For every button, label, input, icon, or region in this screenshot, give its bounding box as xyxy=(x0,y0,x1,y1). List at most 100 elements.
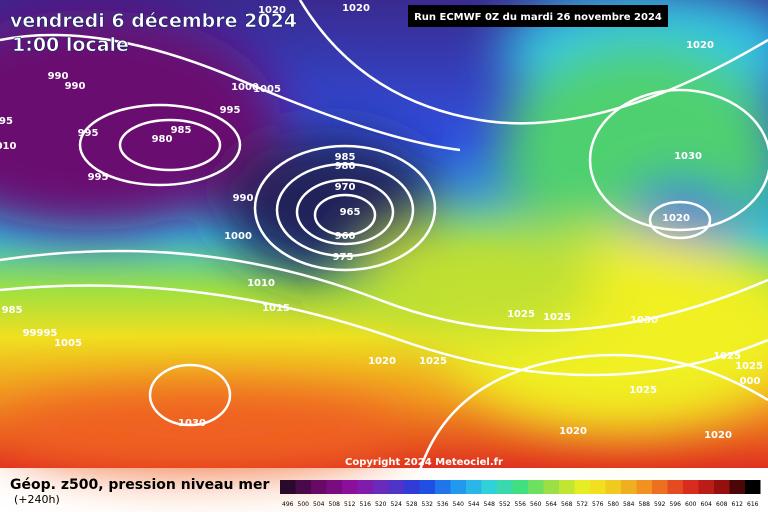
scale-cell xyxy=(295,480,311,494)
isobar-label: 1025 xyxy=(507,309,535,320)
isobar-label: 99995 xyxy=(23,328,58,339)
map-background xyxy=(0,0,768,470)
isobar-label: 1025 xyxy=(629,385,657,396)
scale-label: 616 xyxy=(747,501,759,508)
scale-cell xyxy=(574,480,590,494)
legend-title: Géop. z500, pression niveau mer xyxy=(10,477,269,493)
isobar-label: 1020 xyxy=(342,3,370,14)
isobar-label: 990 xyxy=(65,81,86,92)
scale-label: 612 xyxy=(732,501,744,508)
scale-cell xyxy=(280,480,296,494)
scale-cell xyxy=(729,480,745,494)
scale-label: 552 xyxy=(499,501,511,508)
isobar-label: 1015 xyxy=(262,303,290,314)
isobar-label: 1025 xyxy=(543,312,571,323)
scale-cell xyxy=(311,480,327,494)
scale-label: 516 xyxy=(360,501,372,508)
scale-cell xyxy=(481,480,497,494)
legend-subtitle: (+240h) xyxy=(14,493,60,506)
scale-label: 532 xyxy=(422,501,434,508)
isobar-label: 965 xyxy=(340,207,361,218)
scale-cell xyxy=(388,480,404,494)
isobar-label: 95 xyxy=(0,116,13,127)
isobar-label: 1025 xyxy=(713,351,741,362)
scale-cell xyxy=(342,480,358,494)
isobar-label: 985 xyxy=(2,305,23,316)
isobar-label: 1025 xyxy=(419,356,447,367)
isobar-label: 1000 xyxy=(231,82,259,93)
scale-label: 608 xyxy=(716,501,728,508)
isobar-label: 1005 xyxy=(54,338,82,349)
scale-label: 596 xyxy=(670,501,682,508)
isobar-label: 995 xyxy=(88,172,109,183)
scale-cell xyxy=(605,480,621,494)
scale-label: 512 xyxy=(344,501,356,508)
scale-cell xyxy=(512,480,528,494)
scale-label: 528 xyxy=(406,501,418,508)
isobar-label: 970 xyxy=(335,182,356,193)
scale-cell xyxy=(373,480,389,494)
isobar-label: 1000 xyxy=(224,231,252,242)
scale-cell xyxy=(435,480,451,494)
scale-label: 560 xyxy=(530,501,542,508)
isobar-label: 990 xyxy=(233,193,254,204)
scale-label: 504 xyxy=(313,501,325,508)
isobar-label: 1020 xyxy=(704,430,732,441)
scale-cell xyxy=(667,480,683,494)
scale-cell xyxy=(559,480,575,494)
scale-cell xyxy=(714,480,730,494)
scale-label: 568 xyxy=(561,501,573,508)
scale-label: 540 xyxy=(453,501,465,508)
isobar-label: 1020 xyxy=(368,356,396,367)
title: vendredi 6 décembre 2024 xyxy=(10,10,297,32)
scale-cell xyxy=(466,480,482,494)
scale-cell xyxy=(621,480,637,494)
scale-cell xyxy=(528,480,544,494)
scale-cell xyxy=(652,480,668,494)
isobar-label: 000 xyxy=(740,376,761,387)
copyright: Copyright 2024 Meteociel.fr xyxy=(345,457,503,468)
run-info: Run ECMWF 0Z du mardi 26 novembre 2024 xyxy=(414,12,662,23)
isobar-label: 995 xyxy=(78,128,99,139)
scale-cell xyxy=(326,480,342,494)
scale-label: 604 xyxy=(701,501,713,508)
isobar-label: 1030 xyxy=(178,418,206,429)
scale-label: 536 xyxy=(437,501,449,508)
scale-cell xyxy=(419,480,435,494)
isobar-label: 980 xyxy=(335,161,356,172)
subtitle: 1:00 locale xyxy=(12,34,129,56)
scale-cell xyxy=(497,480,513,494)
scale-label: 520 xyxy=(375,501,387,508)
scale-label: 584 xyxy=(623,501,635,508)
isobar-label: 995 xyxy=(220,105,241,116)
isobar-label: 1025 xyxy=(735,361,763,372)
scale-cell xyxy=(543,480,559,494)
scale-label: 500 xyxy=(298,501,310,508)
scale-cell xyxy=(636,480,652,494)
scale-label: 548 xyxy=(484,501,496,508)
scale-label: 572 xyxy=(577,501,589,508)
scale-label: 524 xyxy=(391,501,403,508)
isobar-label: 960 xyxy=(335,231,356,242)
scale-label: 592 xyxy=(654,501,666,508)
scale-label: 600 xyxy=(685,501,697,508)
scale-label: 580 xyxy=(608,501,620,508)
scale-label: 508 xyxy=(329,501,341,508)
isobar-label: 1030 xyxy=(674,151,702,162)
isobar-label: 1020 xyxy=(559,426,587,437)
isobars xyxy=(0,0,768,470)
scale-label: 564 xyxy=(546,501,558,508)
scale-cell xyxy=(683,480,699,494)
scale-cell xyxy=(698,480,714,494)
isobar-label: 975 xyxy=(333,252,354,263)
isobar-label: 010 xyxy=(0,141,16,152)
scale-cell xyxy=(745,480,761,494)
scale-label: 556 xyxy=(515,501,527,508)
run-box xyxy=(408,5,668,27)
scale-label: 588 xyxy=(639,501,651,508)
scale-cell xyxy=(450,480,466,494)
isobar-label: 1005 xyxy=(253,84,281,95)
color-scale: 496 500 504 508 512 516 520 524 528 532 536 540 544 5… xyxy=(280,480,761,508)
